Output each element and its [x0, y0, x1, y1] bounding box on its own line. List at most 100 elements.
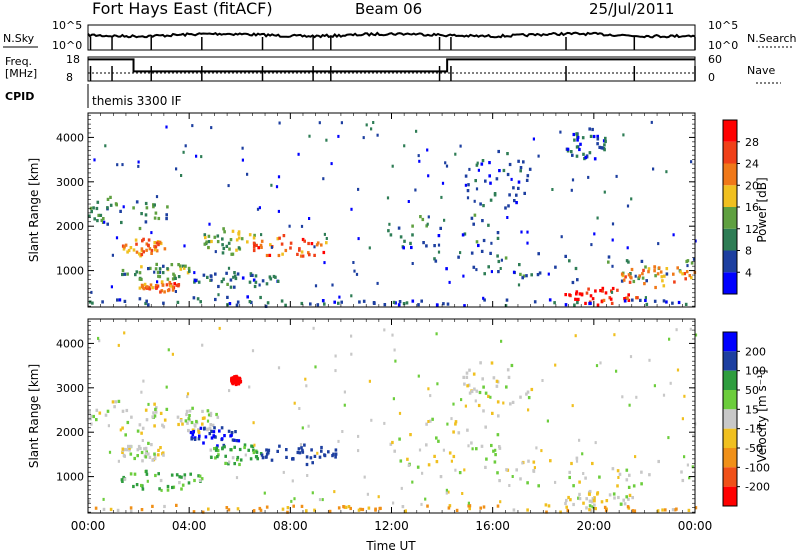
- data-cell: [305, 455, 309, 459]
- data-cell: [216, 449, 220, 453]
- data-cell: [604, 136, 607, 140]
- data-cell: [470, 441, 473, 445]
- data-cell: [316, 241, 320, 245]
- data-cell: [321, 299, 325, 303]
- data-cell: [463, 232, 467, 236]
- data-cell: [248, 280, 252, 284]
- data-cell: [657, 242, 660, 246]
- data-cell: [454, 468, 457, 472]
- data-cell: [206, 409, 210, 413]
- data-cell: [571, 153, 574, 157]
- data-cell: [512, 186, 515, 190]
- data-cell: [207, 507, 210, 511]
- data-cell: [489, 198, 493, 202]
- data-cell: [155, 249, 159, 253]
- data-cell: [116, 298, 119, 302]
- data-cell: [175, 473, 179, 477]
- data-cell: [147, 402, 150, 406]
- data-cell: [171, 352, 174, 356]
- data-cell: [135, 270, 139, 274]
- data-cell: [248, 233, 252, 237]
- data-cell: [140, 253, 144, 257]
- data-cell: [632, 279, 636, 284]
- data-cell: [188, 409, 192, 413]
- data-cell: [231, 252, 235, 256]
- nave-tick-bottom: 0: [708, 71, 715, 84]
- data-cell: [587, 175, 590, 179]
- data-cell: [669, 381, 672, 385]
- data-cell: [325, 237, 328, 240]
- data-cell: [447, 490, 450, 494]
- data-cell: [176, 415, 180, 419]
- data-cell: [256, 207, 260, 211]
- data-cell: [627, 260, 630, 264]
- colorbar-tick-label: 20: [745, 179, 759, 192]
- data-cell: [572, 484, 575, 488]
- data-cell: [477, 403, 481, 408]
- data-cell: [121, 409, 125, 413]
- data-cell: [284, 248, 288, 253]
- data-cell: [238, 447, 242, 452]
- nave-tick-top: 60: [708, 53, 722, 66]
- data-cell: [286, 506, 290, 510]
- data-cell: [292, 504, 295, 508]
- data-cell: [440, 195, 443, 199]
- data-cell: [226, 282, 229, 286]
- data-cell: [187, 266, 191, 270]
- colorbar-tick-label: 12: [745, 223, 759, 236]
- data-cell: [323, 302, 326, 306]
- data-cell: [238, 376, 241, 380]
- data-cell: [191, 124, 194, 128]
- data-cell: [585, 291, 589, 295]
- data-cell: [136, 454, 139, 458]
- data-cell: [141, 439, 144, 442]
- data-cell: [221, 243, 224, 247]
- data-cell: [206, 275, 209, 279]
- data-cell: [146, 285, 149, 289]
- data-cell: [122, 247, 126, 251]
- data-cell: [596, 216, 599, 220]
- data-cell: [571, 404, 574, 408]
- data-cell: [410, 245, 413, 250]
- data-cell: [367, 506, 371, 510]
- data-cell: [144, 213, 148, 217]
- data-cell: [450, 459, 453, 463]
- data-cell: [97, 213, 100, 217]
- data-cell: [221, 447, 224, 451]
- data-cell: [227, 508, 231, 512]
- data-cell: [322, 177, 325, 181]
- data-cell: [589, 509, 593, 513]
- colorbar-segment: [723, 163, 737, 186]
- data-cell: [466, 428, 469, 432]
- data-cell: [222, 277, 225, 281]
- data-cell: [567, 495, 570, 500]
- data-cell: [227, 429, 231, 433]
- data-cell: [124, 243, 128, 247]
- data-cell: [571, 178, 575, 182]
- data-cell: [540, 449, 543, 453]
- data-cell: [332, 452, 335, 456]
- data-cell: [359, 507, 362, 511]
- data-cell: [694, 506, 698, 510]
- data-cell: [223, 445, 226, 449]
- data-cell: [497, 270, 500, 274]
- data-cell: [155, 406, 158, 410]
- data-cell: [293, 401, 296, 405]
- data-cell: [138, 286, 142, 290]
- data-cell: [445, 164, 449, 168]
- data-cell: [692, 257, 696, 261]
- data-cell: [147, 452, 150, 456]
- data-cell: [398, 300, 402, 304]
- data-cell: [104, 413, 108, 417]
- data-cell: [314, 284, 318, 288]
- data-cell: [141, 459, 144, 463]
- data-cell: [204, 435, 208, 439]
- data-cell: [490, 270, 493, 274]
- data-cell: [468, 368, 471, 372]
- freq-trace: [88, 58, 695, 73]
- data-cell: [118, 298, 122, 302]
- velocity-colorbar: 200 100 50 15 -15 -50 -100 -200: [722, 331, 770, 507]
- data-cell: [591, 127, 594, 132]
- data-cell: [153, 402, 156, 406]
- data-cell: [341, 430, 344, 433]
